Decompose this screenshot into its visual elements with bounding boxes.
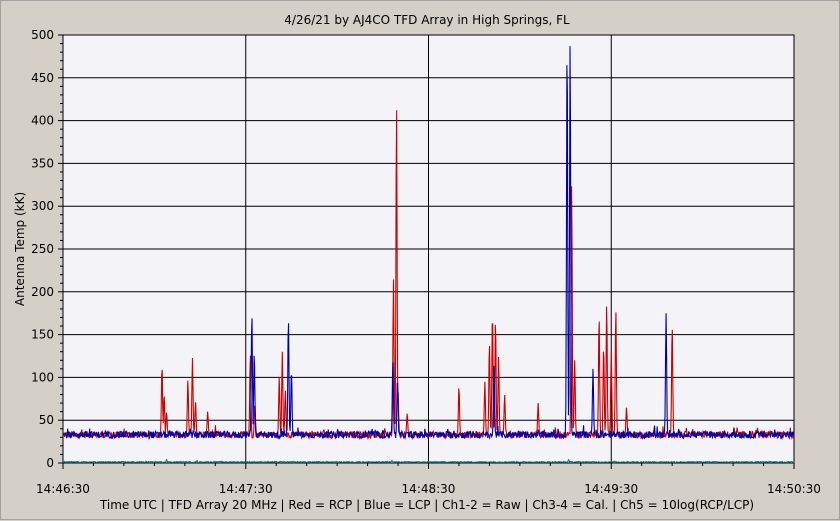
y-tick-label: 250: [31, 242, 54, 256]
y-tick-label: 100: [31, 370, 54, 384]
x-axis-ticks: 14:46:30 14:47:30 14:48:30 14:49:30 14:50:30: [36, 463, 821, 496]
x-tick-label: 14:47:30: [219, 482, 273, 496]
grid-lines: [63, 35, 794, 463]
y-tick-label: 300: [31, 199, 54, 213]
chart-title: 4/26/21 by AJ4CO TFD Array in High Sprin…: [284, 13, 570, 27]
y-tick-label: 500: [31, 28, 54, 42]
y-tick-label: 350: [31, 156, 54, 170]
y-tick-label: 150: [31, 328, 54, 342]
y-tick-label: 400: [31, 114, 54, 128]
y-axis-ticks: 0 50 100 150 200 250 300 350 400 450 500: [31, 28, 63, 470]
x-axis-label: Time UTC | TFD Array 20 MHz | Red = RCP …: [99, 498, 754, 512]
x-tick-label: 14:48:30: [402, 482, 456, 496]
series-line-3: [62, 458, 795, 464]
x-tick-label: 14:49:30: [584, 482, 638, 496]
series-layer: [62, 46, 795, 464]
y-tick-label: 200: [31, 285, 54, 299]
y-axis-label: Antenna Temp (kK): [13, 192, 27, 306]
series-line-2: [62, 46, 795, 441]
x-tick-label: 14:50:30: [767, 482, 821, 496]
x-tick-label: 14:46:30: [36, 482, 90, 496]
y-tick-label: 450: [31, 71, 54, 85]
y-tick-label: 50: [39, 413, 54, 427]
y-tick-label: 0: [46, 456, 54, 470]
